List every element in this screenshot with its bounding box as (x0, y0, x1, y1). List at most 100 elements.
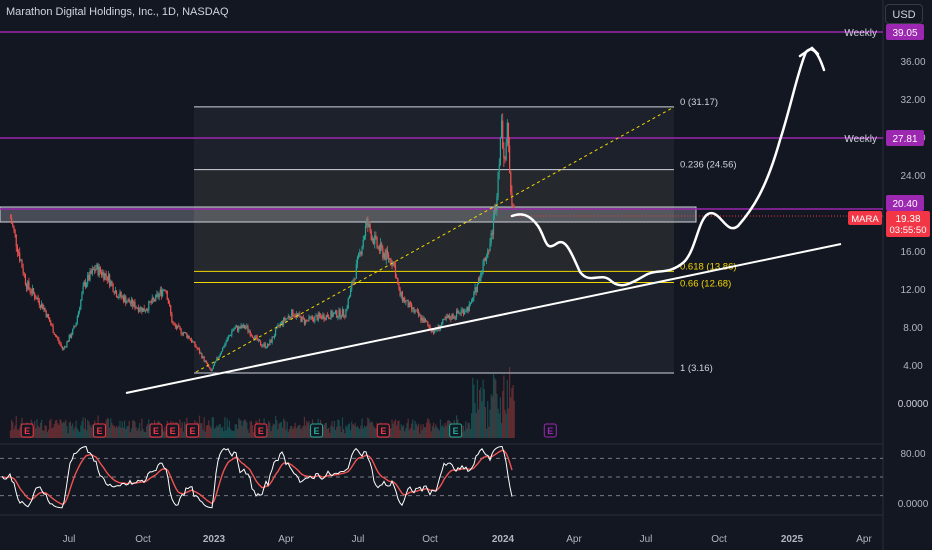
candle-body (384, 253, 386, 260)
volume-bar (230, 429, 232, 438)
volume-bar (444, 423, 446, 438)
candle-body (90, 270, 92, 274)
candle-body (35, 298, 37, 300)
candle-body (69, 335, 72, 338)
candle-body (330, 311, 332, 320)
candle-body (72, 328, 74, 335)
volume-bar (162, 428, 164, 438)
volume-bar (397, 421, 399, 438)
candle-body (127, 299, 129, 302)
volume-bar (489, 409, 491, 438)
fib-level-label: 0.618 (13.86) (680, 261, 737, 272)
candle-body (46, 314, 48, 318)
candle-body (164, 289, 166, 291)
candle-body (503, 147, 505, 159)
candle-body (450, 318, 452, 320)
volume-bar (68, 422, 70, 438)
volume-bar (497, 408, 499, 438)
volume-bar (238, 418, 240, 438)
candle-body (129, 302, 131, 304)
candle-body (204, 360, 206, 362)
candle-body (329, 318, 331, 320)
candle-body (211, 368, 213, 371)
volume-bar (217, 426, 219, 438)
candle-body (188, 335, 190, 339)
candle-body (393, 261, 395, 266)
volume-bar (127, 425, 129, 438)
candle-body (75, 322, 77, 327)
candle-body (152, 297, 155, 300)
volume-bar (513, 400, 515, 438)
candle-body (251, 335, 254, 338)
candle-body (359, 251, 361, 253)
candle-body (256, 336, 258, 341)
volume-bar (76, 428, 78, 438)
candle-body (387, 254, 390, 260)
candle-body (218, 355, 220, 359)
volume-bar (323, 424, 325, 438)
candle-body (293, 315, 295, 317)
candle-body (500, 120, 503, 138)
candle-body (390, 258, 392, 265)
candle-body (399, 288, 401, 296)
candle-body (340, 316, 342, 318)
volume-bar (343, 429, 345, 438)
volume-bar (211, 417, 213, 438)
candle-body (74, 326, 76, 328)
volume-bar (141, 418, 143, 438)
candle-body (347, 298, 349, 308)
volume-bar (466, 428, 468, 438)
earnings-marker (449, 423, 463, 438)
candle-body (107, 274, 110, 281)
candle-body (430, 329, 432, 332)
candle-body (177, 325, 179, 329)
volume-bar (121, 421, 123, 438)
volume-bar (227, 427, 229, 438)
candle-body (469, 302, 472, 305)
candle-body (254, 335, 256, 340)
candle-body (275, 329, 277, 336)
volume-bar (134, 421, 136, 438)
level-label: Weekly (844, 28, 877, 39)
candle-body (117, 297, 119, 299)
candle-body (396, 277, 398, 279)
candle-body (147, 309, 149, 311)
currency-button[interactable]: USD (885, 4, 923, 24)
candle-body (286, 317, 288, 319)
candle-body (360, 251, 362, 255)
volume-bar (430, 431, 432, 438)
candle-body (15, 234, 17, 247)
volume-bar (438, 430, 440, 438)
volume-bar (511, 387, 513, 438)
candle-body (126, 301, 128, 304)
candle-body (264, 343, 266, 348)
candle-body (91, 268, 93, 274)
candle-body (243, 324, 246, 329)
volume-bar (120, 427, 122, 438)
volume-bar (507, 408, 510, 438)
candle-body (227, 336, 229, 339)
candle-body (77, 311, 80, 317)
candle-body (88, 274, 90, 281)
candle-body (278, 325, 280, 326)
candle-body (223, 347, 225, 348)
candle-body (220, 351, 223, 354)
candle-body (434, 328, 436, 333)
volume-bar (107, 418, 110, 438)
earnings-marker-label: E (380, 426, 386, 436)
earnings-marker-label: E (153, 426, 159, 436)
candle-body (187, 335, 189, 338)
candle-body (175, 326, 178, 329)
volume-bar (499, 397, 501, 438)
candle-body (287, 315, 289, 318)
volume-bar (416, 426, 419, 438)
candle-body (118, 296, 120, 299)
stoch-axis-tick: 0.0000 (898, 499, 929, 510)
candle-body (79, 308, 81, 312)
volume-bar (465, 421, 467, 438)
volume-bar (36, 419, 38, 438)
volume-bar (328, 427, 330, 438)
volume-bar (240, 420, 242, 438)
candle-body (466, 306, 468, 312)
